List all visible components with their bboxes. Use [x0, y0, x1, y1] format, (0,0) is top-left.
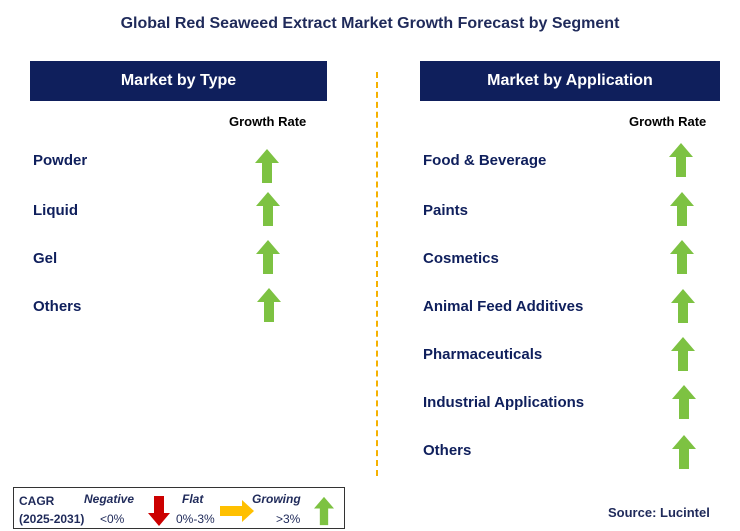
- green-up-arrow-icon: [256, 192, 280, 226]
- type-item-others: Others: [33, 298, 82, 315]
- legend-flat-range: 0%-3%: [176, 512, 215, 526]
- red-down-arrow-icon: [148, 496, 170, 526]
- application-item-animal-feed-additives: Animal Feed Additives: [423, 298, 584, 315]
- legend-flat-label: Flat: [182, 492, 204, 506]
- green-up-arrow-icon: [671, 337, 695, 371]
- green-up-arrow-icon: [672, 385, 696, 419]
- type-item-liquid: Liquid: [33, 202, 78, 219]
- green-up-arrow-icon: [257, 288, 281, 322]
- panel-divider: [376, 72, 378, 476]
- legend-negative-label: Negative: [84, 492, 135, 506]
- cagr-legend: CAGR (2025-2031) Negative <0% Flat 0%-3%…: [13, 487, 345, 529]
- green-up-arrow-icon: [670, 192, 694, 226]
- green-up-arrow-icon: [256, 240, 280, 274]
- green-up-arrow-icon: [314, 496, 334, 526]
- application-item-industrial-applications: Industrial Applications: [423, 394, 585, 411]
- green-up-arrow-icon: [671, 289, 695, 323]
- legend-period-label: (2025-2031): [19, 512, 85, 526]
- yellow-right-arrow-icon: [220, 500, 254, 522]
- source-note: Source: Lucintel: [608, 505, 710, 520]
- application-item-others: Others: [423, 442, 472, 459]
- application-item-food-beverage: Food & Beverage: [423, 152, 547, 169]
- application-item-cosmetics: Cosmetics: [423, 250, 499, 267]
- page-title: Global Red Seaweed Extract Market Growth…: [120, 15, 620, 32]
- green-up-arrow-icon: [672, 435, 696, 469]
- type-item-gel: Gel: [33, 250, 58, 267]
- type-growth-rate-label: Growth Rate: [229, 114, 307, 129]
- green-up-arrow-icon: [670, 240, 694, 274]
- green-up-arrow-icon: [669, 143, 693, 177]
- green-up-arrow-icon: [255, 149, 279, 183]
- legend-negative-range: <0%: [100, 512, 125, 526]
- legend-growing-range: >3%: [276, 512, 301, 526]
- legend-growing-label: Growing: [252, 492, 301, 506]
- type-item-powder: Powder: [33, 152, 88, 169]
- legend-cagr-label: CAGR: [19, 494, 55, 508]
- application-item-paints: Paints: [423, 202, 469, 219]
- type-panel-header: Market by Type: [30, 61, 327, 101]
- application-panel-header: Market by Application: [420, 61, 720, 101]
- application-growth-rate-label: Growth Rate: [629, 114, 707, 129]
- application-item-pharmaceuticals: Pharmaceuticals: [423, 346, 543, 363]
